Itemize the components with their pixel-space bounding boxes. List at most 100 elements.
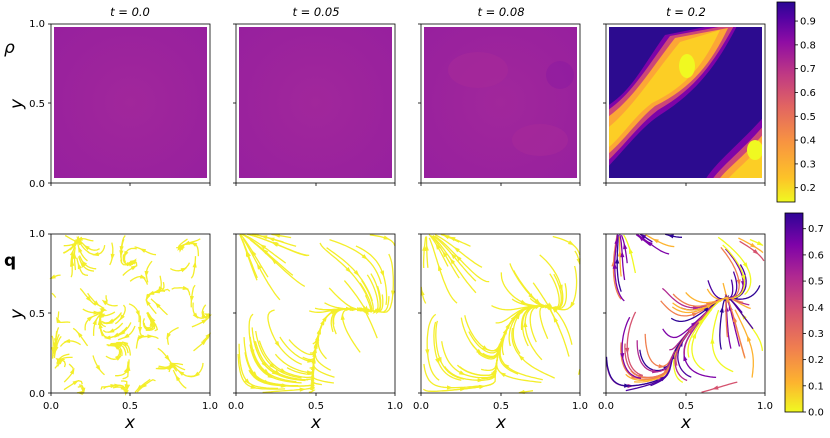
- streamline-arrow: [73, 380, 80, 385]
- x-tick-label: 0.5: [308, 401, 324, 412]
- streamline: [433, 235, 476, 281]
- streamline-arrow: [181, 268, 188, 273]
- streamline: [540, 305, 551, 339]
- streamline: [370, 235, 395, 246]
- x-axis-label: x: [495, 413, 507, 433]
- y-tick-label: 0.5: [29, 99, 45, 110]
- momentum-panel-2: [236, 234, 395, 393]
- title-panel-4: t = 0.2: [666, 5, 706, 19]
- streamline-arrow: [570, 302, 575, 309]
- streamline: [73, 328, 87, 346]
- streamline: [80, 288, 96, 305]
- streamline: [268, 310, 302, 364]
- streamline-arrow: [275, 341, 280, 348]
- streamline-arrow: [136, 310, 140, 317]
- streamlines: [607, 234, 764, 392]
- colorbar-tick-label: 0.6: [800, 88, 816, 99]
- density-panel-2: [236, 24, 395, 183]
- streamline-arrow: [140, 275, 147, 279]
- streamline: [194, 338, 209, 351]
- streamline-arrow: [78, 246, 82, 253]
- streamline: [151, 299, 168, 315]
- density-colorbar: 0.20.30.40.50.60.70.80.9: [777, 2, 816, 202]
- streamline: [509, 306, 550, 346]
- x-axis-label: x: [680, 413, 692, 433]
- x-tick-label: 0.0: [228, 401, 244, 412]
- colorbar-tick-label: 0.3: [808, 329, 824, 340]
- y-axis-label: y: [7, 308, 27, 320]
- streamline-arrow: [124, 367, 129, 374]
- density-panel-3: [421, 24, 580, 183]
- streamline-arrow: [166, 333, 171, 340]
- colorbar-gradient: [785, 213, 803, 412]
- colorbar-tick-label: 0.4: [800, 136, 816, 147]
- x-tick-label: 1.0: [572, 401, 588, 412]
- streamline-arrow: [435, 358, 439, 365]
- streamline: [525, 306, 544, 360]
- momentum-panel-3: [421, 234, 581, 394]
- streamline-arrow: [49, 275, 56, 280]
- streamline-arrow: [131, 265, 138, 270]
- streamline-arrow: [178, 371, 184, 376]
- colorbar-tick-label: 0.3: [800, 159, 816, 170]
- streamline: [110, 243, 113, 265]
- y-tick-label: 0.5: [29, 309, 45, 320]
- streamline-arrow: [710, 337, 714, 343]
- row-label-rho: ρ: [4, 38, 15, 58]
- colorbar-tick-label: 0.2: [800, 183, 816, 194]
- y-axis-label: y: [7, 98, 27, 110]
- streamline-arrow: [750, 243, 757, 248]
- x-tick-label: 1.0: [202, 401, 218, 412]
- x-tick-label: 0.5: [493, 401, 509, 412]
- x-tick-label: 0.0: [598, 401, 614, 412]
- x-tick-label: 1.0: [757, 401, 773, 412]
- colorbar-tick-label: 0.7: [808, 224, 824, 235]
- streamline-arrow: [438, 264, 442, 271]
- streamline: [465, 315, 506, 350]
- streamline-arrow: [568, 240, 575, 245]
- streamline: [94, 315, 100, 336]
- streamline-arrow: [629, 247, 633, 254]
- streamline-arrow: [108, 328, 115, 333]
- colorbar-tick-label: 0.6: [808, 250, 824, 261]
- streamline: [135, 247, 156, 255]
- streamline: [343, 309, 367, 352]
- title-panel-3: t = 0.08: [477, 5, 524, 19]
- streamline-arrow: [743, 262, 748, 268]
- streamline: [60, 341, 80, 347]
- streamline: [289, 315, 328, 354]
- colorbar-tick-label: 0.2: [808, 355, 824, 366]
- streamlines: [238, 234, 395, 393]
- plot-frame: [421, 234, 580, 393]
- density-field: [54, 27, 207, 178]
- streamline-arrow: [96, 365, 101, 371]
- streamline-arrow: [615, 257, 619, 263]
- streamline: [280, 333, 319, 361]
- density-variation: [546, 61, 574, 89]
- colorbar-tick-label: 0.9: [800, 17, 816, 28]
- x-axis-label: x: [124, 413, 136, 433]
- x-tick-label: 0.5: [678, 401, 694, 412]
- x-axis-labels: x x x x: [124, 413, 692, 433]
- momentum-panel-1: [49, 234, 211, 396]
- momentum-colorbar: 0.00.10.20.30.40.50.60.7: [785, 213, 824, 419]
- x-tick-label: 0.5: [122, 401, 138, 412]
- streamlines: [49, 236, 211, 396]
- density-field: [424, 27, 577, 178]
- streamline-arrow: [140, 248, 147, 253]
- streamline: [80, 241, 100, 250]
- streamline-arrow: [70, 368, 75, 375]
- y-tick-label: 0.0: [29, 389, 45, 400]
- streamline: [52, 293, 56, 297]
- streamline-arrow: [520, 300, 527, 305]
- streamline-arrow: [667, 234, 674, 238]
- streamline: [735, 310, 753, 378]
- streamline-arrow: [380, 270, 384, 277]
- streamline: [115, 361, 128, 375]
- streamline-arrow: [123, 334, 130, 339]
- x-tick-labels: 0.0 0.5 1.0 0.0 0.5 1.0 0.0 0.5 1.0 0.0 …: [43, 401, 773, 412]
- y-tick-label: 1.0: [29, 229, 45, 240]
- streamline: [104, 295, 117, 306]
- streamline: [502, 306, 541, 355]
